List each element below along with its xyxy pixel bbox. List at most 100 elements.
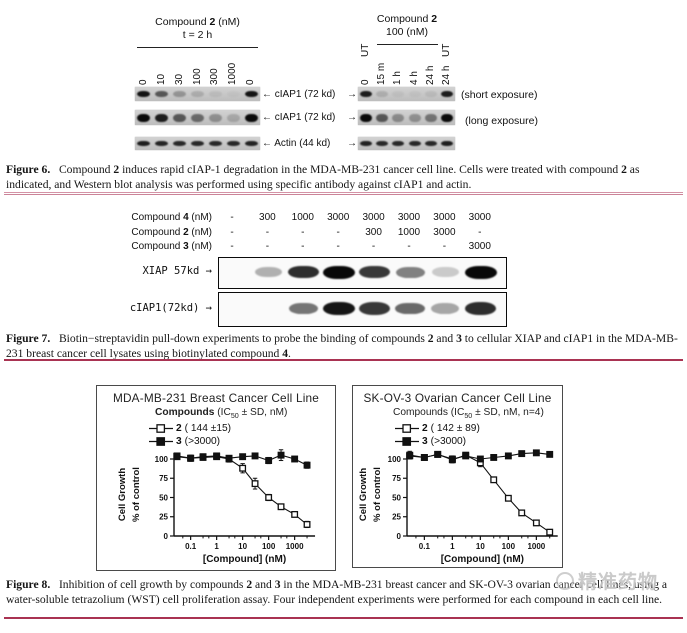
filled-square-data-marker (199, 453, 207, 461)
filled-square-data-marker (173, 453, 181, 461)
blot-band (173, 141, 187, 146)
right-arrow-icon: → (347, 112, 357, 123)
text-segment: . (288, 346, 291, 360)
fig7-concentration-value: 3000 (468, 212, 491, 223)
legend-item-compound-3: 3 (>3000) (395, 436, 466, 447)
blot-band (190, 113, 205, 122)
open-square-data-marker (532, 519, 540, 527)
fig7-concentration-value: 3000 (327, 212, 350, 223)
open-square (402, 424, 412, 433)
figure7-caption: Figure 7. Biotin−streptavidin pull-down … (6, 332, 682, 361)
blot-band (440, 91, 453, 97)
figure8-caption-text: Inhibition of cell growth by compounds 2… (6, 578, 667, 606)
chart-title: SK-OV-3 Ovarian Cancer Cell Line (363, 391, 552, 405)
blot-band (424, 91, 437, 97)
dose-response-plot: 0 25 50 75 100 0.1 1 10 100 1000[Compound] (nM) Ce… (358, 449, 558, 565)
text-segment: 2 (431, 13, 438, 25)
blot-band (244, 141, 258, 146)
blot-band (244, 113, 258, 122)
y-tick-label: 0 (397, 532, 402, 541)
fig7-concentration-value: 3000 (433, 227, 456, 238)
filled-square-data-marker (213, 452, 221, 460)
x-tick-label: 10 (476, 542, 485, 551)
text-segment: 3 (274, 578, 281, 591)
text-segment: 3 (183, 241, 189, 252)
blot-band (190, 141, 205, 146)
filled-square-data-marker (251, 452, 259, 460)
blot-band (137, 141, 151, 146)
blot-band (208, 113, 222, 122)
figure8-divider-rule (4, 617, 683, 620)
figure8-caption: Figure 8. Inhibition of cell growth by c… (6, 578, 682, 607)
legend-item-compound-2: 2 ( 144 ±15) (149, 423, 231, 434)
open-square-data-marker (518, 509, 526, 517)
y-tick-label: 0 (164, 532, 169, 541)
fig7-concentration-value: - (265, 227, 270, 238)
series-compound-2 (173, 452, 311, 529)
blot-band (137, 113, 151, 122)
blot-band (408, 141, 421, 146)
legend-item-compound-3: 3 (>3000) (149, 436, 220, 447)
figure8-caption-label: Figure 8. (6, 578, 51, 591)
blot-band (360, 141, 373, 146)
figure7-caption-label: Figure 7. (6, 332, 51, 345)
blot-band (408, 91, 421, 97)
text-segment: 2 (621, 163, 627, 176)
open-square-data-marker (303, 521, 311, 528)
text-segment: to cellular XIAP and cIAP1 in the MDA-MB… (6, 332, 678, 360)
filled-square-legend-icon (395, 437, 419, 446)
fig7-concentration-value: - (265, 241, 270, 252)
text-segment: Compound (155, 16, 210, 28)
text-segment: (IC (214, 407, 231, 418)
right-arrow-icon: → (347, 88, 357, 100)
blot-band (226, 113, 240, 122)
text-segment: Compound (131, 212, 184, 223)
text-segment: 50 (230, 412, 239, 421)
blot-band (173, 113, 187, 122)
blot-band (173, 91, 187, 97)
blot-strip-right-actin (358, 137, 455, 150)
text-segment: 4 (282, 346, 289, 360)
fig7-concentration-value: - (301, 227, 305, 238)
fig7-concentration-value: 3000 (433, 212, 456, 223)
blot-band (424, 113, 437, 122)
filled-square-data-marker (277, 451, 285, 459)
x-tick-label: 0.1 (185, 542, 197, 551)
text-segment: Compounds (155, 407, 215, 418)
y-tick-label: 100 (388, 455, 402, 464)
text-segment: 2 (113, 163, 120, 176)
blot-band (359, 265, 390, 279)
legend-ic50-value: ( 142 ± 89) (430, 423, 480, 434)
text-segment: and (433, 332, 457, 345)
text-segment: Compound (131, 241, 184, 252)
text-segment: 2 (427, 332, 434, 345)
blot-band (392, 113, 405, 122)
blot-band (226, 141, 240, 146)
fig7-row-label: Compound 2 (nM) (120, 227, 212, 239)
fig7-concentration-value: - (407, 241, 411, 252)
y-tick-label: 100 (155, 455, 169, 464)
legend-compound-number: 2 (176, 423, 182, 434)
x-tick-label: 0.1 (419, 542, 431, 551)
x-tick-label: 1 (450, 542, 455, 551)
series-compound-2 (406, 450, 554, 536)
text-segment: 2 (183, 227, 189, 238)
filled-square-data-marker (265, 457, 273, 464)
filled-square-data-marker (476, 455, 484, 463)
blot-band (395, 302, 425, 315)
filled-square-data-marker (291, 455, 299, 463)
text-segment: 2 (209, 16, 216, 28)
short-exposure-label: (short exposure) (461, 89, 538, 101)
blot-band (323, 302, 355, 315)
chart-title: MDA-MB-231 Breast Cancer Cell Line (112, 391, 320, 405)
blot-band (392, 91, 405, 97)
text-segment: Compounds (IC (393, 407, 465, 418)
y-tick-label: 25 (392, 513, 401, 522)
blot-strip-left-actin (135, 137, 260, 150)
blot-band (288, 265, 320, 279)
figure6-caption-text: Compound 2 induces rapid cIAP-1 degradat… (6, 163, 639, 191)
blot-strip-right-cIAP1-short-exposure (358, 87, 455, 101)
legend-ic50-value: ( 144 ±15) (184, 423, 232, 434)
x-tick-label: 100 (502, 542, 516, 551)
